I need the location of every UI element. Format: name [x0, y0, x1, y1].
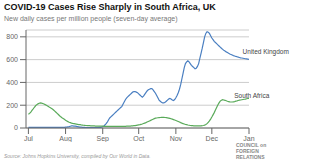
svg-text:400: 400	[8, 79, 18, 86]
svg-text:0: 0	[14, 124, 18, 131]
html-text:COVID-19 Cases Rise Sharply in: COVID-19 Cases Rise Sharply in South Afr…	[4, 2, 216, 12]
svg-text:600: 600	[8, 56, 18, 63]
svg-text:Oct: Oct	[133, 135, 144, 142]
svg-text:Nov: Nov	[170, 135, 183, 142]
svg-text:South Africa: South Africa	[234, 92, 269, 99]
html-text:Source: Johns Hopkins Universi: Source: Johns Hopkins University, compil…	[4, 153, 151, 159]
svg-text:200: 200	[8, 102, 18, 109]
svg-text:Jan: Jan	[243, 135, 254, 142]
svg-text:Jul: Jul	[24, 135, 33, 142]
svg-text:800: 800	[8, 33, 18, 40]
html-text:COUNCIL on FOREIGN RELATIONS: COUNCIL on FOREIGN RELATIONS	[236, 142, 267, 160]
html-text:New daily cases per million pe: New daily cases per million people (seve…	[4, 15, 178, 22]
svg-text:United Kingdom: United Kingdom	[243, 48, 289, 56]
svg-text:Sep: Sep	[96, 135, 109, 142]
svg-text:Aug: Aug	[59, 135, 72, 142]
svg-text:Dec: Dec	[206, 135, 219, 142]
